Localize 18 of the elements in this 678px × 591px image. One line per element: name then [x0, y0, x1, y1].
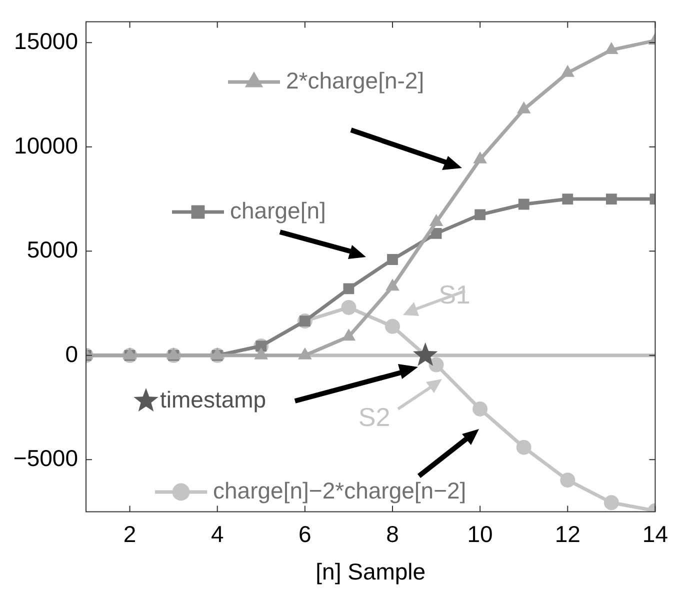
- y-tick-label: 10000: [14, 132, 78, 158]
- y-tick-label: −5000: [13, 445, 78, 472]
- x-tick-label: 2: [123, 520, 136, 547]
- legend-label: charge[n]−2*charge[n−2]: [213, 477, 466, 504]
- x-tick-label: 6: [298, 520, 312, 547]
- y-tick-label: 15000: [14, 28, 78, 54]
- legend-label: 2*charge[n-2]: [286, 67, 424, 94]
- annotation: S2: [358, 402, 390, 432]
- x-tick-label: 8: [386, 520, 399, 547]
- y-tick-label: 0: [65, 340, 78, 367]
- x-tick-label: 14: [642, 520, 668, 547]
- x-tick-label: 10: [467, 520, 493, 547]
- y-tick-label: 5000: [26, 236, 78, 263]
- legend-label: timestamp: [160, 386, 266, 412]
- x-tick-label: 12: [554, 520, 580, 547]
- x-tick-label: 4: [210, 520, 224, 547]
- x-axis-title: [n] Sample: [316, 558, 426, 585]
- legend-label: charge[n]: [230, 197, 326, 224]
